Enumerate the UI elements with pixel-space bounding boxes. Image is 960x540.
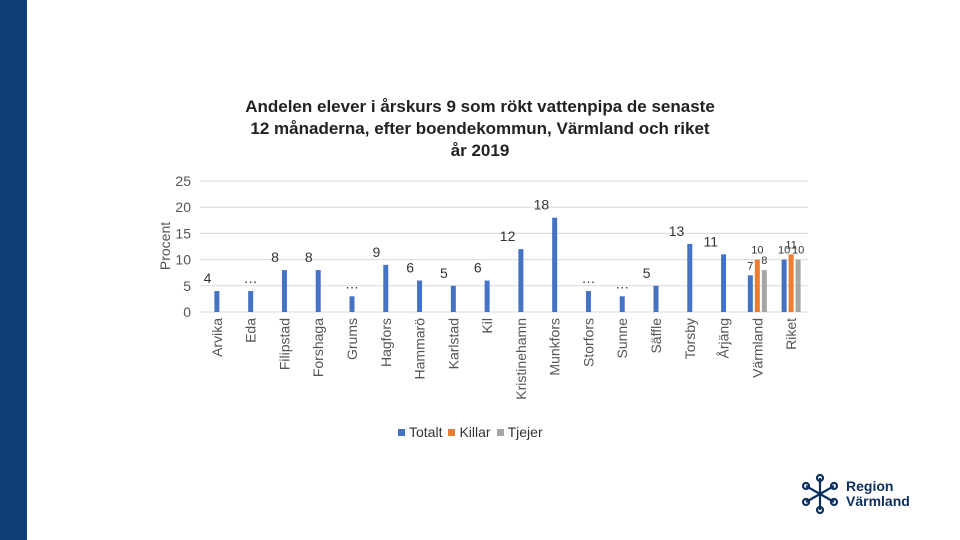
x-category-label: Eda xyxy=(243,318,259,343)
y-tick-label: 5 xyxy=(183,278,191,294)
bar-totalt-16 xyxy=(747,275,753,312)
chart-title-line-3: år 2019 xyxy=(450,141,510,160)
x-category-label: Karlstad xyxy=(445,318,461,369)
bar-totalt-1 xyxy=(248,291,254,312)
bar-totalt-2 xyxy=(281,270,287,312)
x-category-label: Hagfors xyxy=(378,318,394,367)
x-category-label: Kil xyxy=(479,318,495,334)
data-label: 11 xyxy=(785,239,796,251)
bar-totalt-10 xyxy=(552,217,558,312)
y-tick-label: 25 xyxy=(175,173,191,189)
data-label: 11 xyxy=(704,233,719,249)
bar-killar-16 xyxy=(754,259,760,312)
x-category-label: Forshaga xyxy=(310,318,326,377)
bar-totalt-8 xyxy=(484,280,490,312)
chart-title-line-2: 12 månaderna, efter boendekommun, Värmla… xyxy=(250,119,710,138)
y-tick-label: 0 xyxy=(183,304,191,320)
data-label: 6 xyxy=(406,260,414,276)
data-label: 8 xyxy=(305,249,313,265)
bar-killar-17 xyxy=(788,254,794,312)
region-varmland-logo: Region Värmland xyxy=(800,474,910,514)
data-label: … xyxy=(345,275,359,291)
logo-text-line-1: Region xyxy=(846,478,894,494)
legend-item-tjejer: Tjejer xyxy=(496,424,543,440)
legend-label-killar: Killar xyxy=(459,424,491,440)
logo-text: Region Värmland xyxy=(846,479,910,509)
data-label: 13 xyxy=(669,223,685,239)
bar-tjejer-16 xyxy=(761,270,767,312)
x-category-label: Sunne xyxy=(614,318,630,359)
chart-title-line-1: Andelen elever i årskurs 9 som rökt vatt… xyxy=(245,97,715,116)
bar-totalt-15 xyxy=(721,254,727,312)
x-category-label: Storfors xyxy=(580,318,596,367)
bar-totalt-12 xyxy=(619,296,625,312)
x-category-label: Arvika xyxy=(209,318,225,357)
y-tick-label: 20 xyxy=(175,199,191,215)
chart-legend: Totalt Killar Tjejer xyxy=(398,424,543,440)
data-label: 18 xyxy=(534,197,550,213)
logo-text-line-2: Värmland xyxy=(846,493,910,509)
data-label: … xyxy=(581,270,595,286)
x-category-label: Filipstad xyxy=(276,318,292,370)
data-label: 9 xyxy=(372,244,380,260)
legend-label-tjejer: Tjejer xyxy=(507,424,543,440)
data-label: 7 xyxy=(747,260,753,272)
bar-totalt-7 xyxy=(450,285,456,312)
bar-totalt-9 xyxy=(518,249,524,312)
bar-totalt-5 xyxy=(383,264,389,312)
data-label: 8 xyxy=(271,249,279,265)
legend-label-totalt: Totalt xyxy=(409,424,443,440)
x-category-label: Grums xyxy=(344,318,360,360)
x-category-label: Munkfors xyxy=(547,318,563,376)
data-label: 5 xyxy=(440,265,448,281)
left-accent-bar xyxy=(0,0,27,540)
bar-totalt-3 xyxy=(315,270,321,312)
data-label: 5 xyxy=(643,265,651,281)
legend-swatch-totalt xyxy=(398,428,405,436)
data-label: 10 xyxy=(792,245,804,257)
y-axis-label: Procent xyxy=(157,222,173,270)
bar-totalt-17 xyxy=(781,259,787,312)
data-label: … xyxy=(615,275,629,291)
legend-item-totalt: Totalt xyxy=(398,424,442,440)
data-label: … xyxy=(244,270,258,286)
bar-totalt-11 xyxy=(585,291,591,312)
data-label: 12 xyxy=(500,228,516,244)
y-tick-label: 15 xyxy=(175,225,191,241)
x-category-label: Riket xyxy=(783,318,799,350)
bar-totalt-0 xyxy=(214,291,220,312)
chart-title: Andelen elever i årskurs 9 som rökt vatt… xyxy=(200,96,760,162)
x-category-label: Torsby xyxy=(682,318,698,359)
data-label: 10 xyxy=(778,245,790,257)
x-category-label: Värmland xyxy=(749,318,765,378)
legend-item-killar: Killar xyxy=(448,424,491,440)
x-category-label: Kristinehamn xyxy=(513,318,529,400)
bar-tjejer-17 xyxy=(795,259,801,312)
x-category-label: Hammarö xyxy=(412,318,428,380)
data-label: 10 xyxy=(751,245,763,257)
data-label: 4 xyxy=(204,270,212,286)
flower-logo-icon xyxy=(801,474,839,514)
bar-totalt-6 xyxy=(417,280,423,312)
legend-swatch-killar xyxy=(448,428,456,436)
x-category-label: Säffle xyxy=(648,318,664,354)
bar-totalt-4 xyxy=(349,296,355,312)
data-label: 6 xyxy=(474,260,482,276)
data-label: 8 xyxy=(761,255,767,267)
bar-totalt-13 xyxy=(653,285,659,312)
legend-swatch-tjejer xyxy=(496,428,504,436)
x-category-label: Årjäng xyxy=(716,318,732,358)
y-tick-label: 10 xyxy=(175,252,191,268)
bar-totalt-14 xyxy=(687,243,693,312)
